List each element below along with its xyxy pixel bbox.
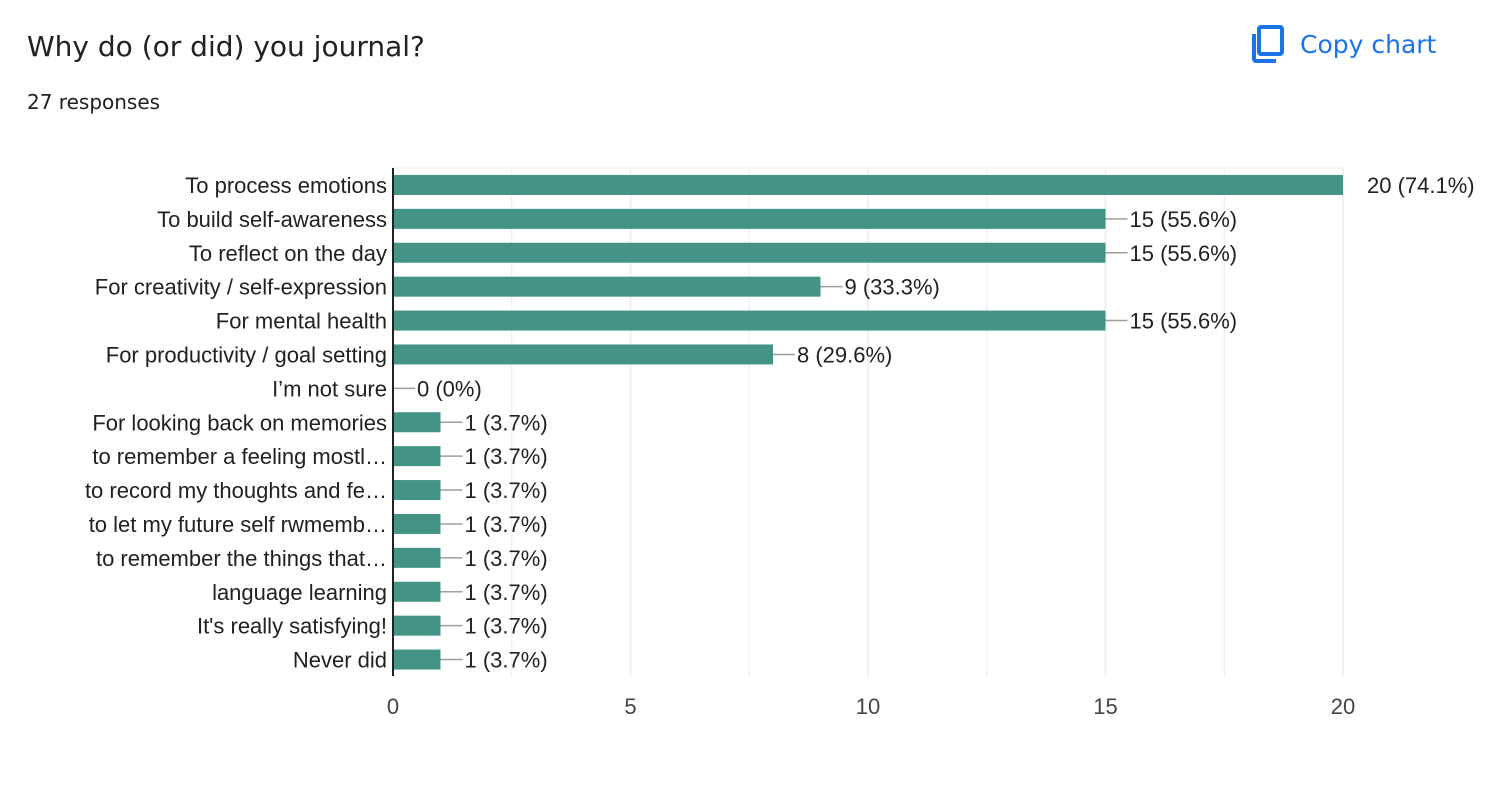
data-label: 1 (3.7%) <box>465 648 548 673</box>
category-label: To build self-awareness <box>157 207 387 232</box>
category-label: language learning <box>212 580 387 605</box>
category-label: For mental health <box>216 309 387 334</box>
x-tick-label: 0 <box>387 694 399 719</box>
bar <box>393 174 1343 195</box>
category-label: For productivity / goal setting <box>106 342 387 367</box>
data-label: 1 (3.7%) <box>465 614 548 639</box>
x-tick-label: 10 <box>856 694 880 719</box>
data-label: 0 (0%) <box>417 376 482 401</box>
category-label: to remember a feeling mostl… <box>92 444 387 469</box>
copy-chart-button[interactable]: Copy chart <box>1240 16 1446 72</box>
category-label: I’m not sure <box>272 376 387 401</box>
bar <box>393 242 1106 263</box>
data-label: 20 (74.1%) <box>1367 173 1475 198</box>
bar <box>393 310 1106 331</box>
data-label: 1 (3.7%) <box>465 410 548 435</box>
bar <box>393 513 441 534</box>
response-count: 27 responses <box>27 90 161 114</box>
bar <box>393 649 441 670</box>
leader-lines <box>393 218 1128 661</box>
copy-icon <box>1250 24 1286 64</box>
category-label: to remember the things that… <box>96 546 387 571</box>
data-labels: 20 (74.1%) 15 (55.6%) 15 (55.6%) 9 (33.3%) 1… <box>417 173 1475 673</box>
x-tick-label: 20 <box>1331 694 1355 719</box>
bar <box>393 446 441 467</box>
data-label: 9 (33.3%) <box>845 275 940 300</box>
category-label: Never did <box>293 648 387 673</box>
data-label: 15 (55.6%) <box>1130 241 1238 266</box>
data-label: 8 (29.6%) <box>797 342 892 367</box>
x-tick-label: 15 <box>1093 694 1117 719</box>
x-tick-label: 5 <box>624 694 636 719</box>
bar <box>393 547 441 568</box>
category-label: to let my future self rwmemb… <box>89 512 387 537</box>
category-label: To reflect on the day <box>189 241 387 266</box>
question-title: Why do (or did) you journal? <box>27 30 425 63</box>
x-axis-ticks: 0 5 10 15 20 <box>387 694 1355 719</box>
bar <box>393 615 441 636</box>
data-label: 1 (3.7%) <box>465 444 548 469</box>
category-label: To process emotions <box>185 173 387 198</box>
data-label: 1 (3.7%) <box>465 512 548 537</box>
bar <box>393 412 441 433</box>
bar <box>393 480 441 501</box>
category-label: It's really satisfying! <box>197 614 387 639</box>
bar <box>393 208 1106 229</box>
category-label: to record my thoughts and fe… <box>85 478 387 503</box>
category-labels: To process emotions To build self-awarene… <box>85 173 387 673</box>
data-label: 1 (3.7%) <box>465 580 548 605</box>
data-label: 1 (3.7%) <box>465 478 548 503</box>
data-label: 15 (55.6%) <box>1130 207 1238 232</box>
data-label: 15 (55.6%) <box>1130 309 1238 334</box>
data-label: 1 (3.7%) <box>465 546 548 571</box>
category-label: For looking back on memories <box>92 410 387 435</box>
bars <box>393 174 1343 670</box>
bar <box>393 344 773 365</box>
category-label: For creativity / self-expression <box>95 275 387 300</box>
bar <box>393 276 821 297</box>
copy-chart-label: Copy chart <box>1300 29 1437 59</box>
bar <box>393 581 441 602</box>
